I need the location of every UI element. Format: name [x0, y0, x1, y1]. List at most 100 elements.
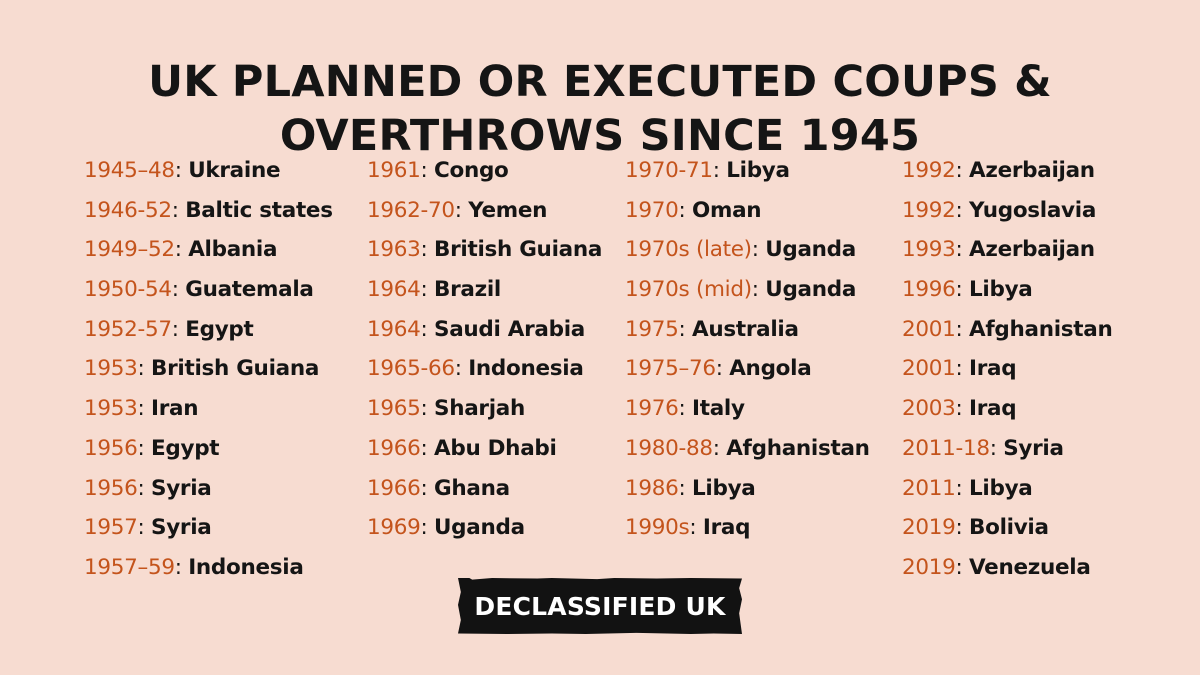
coup-list-item: 2001: Afghanistan	[902, 310, 1200, 350]
coup-column-1: 1945–48: Ukraine 1946-52: Baltic states …	[84, 151, 384, 588]
coup-year: 1986	[625, 475, 679, 501]
coup-column-3: 1970-71: Libya 1970: Oman 1970s (late): …	[625, 151, 925, 548]
coup-place: Uganda	[765, 237, 856, 263]
coup-place: Libya	[969, 475, 1033, 501]
separator: :	[454, 356, 469, 382]
separator: :	[955, 475, 970, 501]
coup-place: British Guiana	[434, 237, 603, 263]
separator: :	[955, 197, 970, 223]
coup-place: Baltic states	[185, 197, 333, 223]
coup-year: 1990s	[625, 515, 690, 541]
separator: :	[678, 396, 693, 422]
separator: :	[712, 158, 727, 183]
separator: :	[751, 237, 766, 263]
coup-year: 2019	[902, 515, 956, 541]
coup-list-item: 1969: Uganda	[367, 508, 667, 548]
separator: :	[955, 515, 970, 541]
coup-year: 1953	[84, 396, 138, 422]
coup-list-item: 1992: Azerbaijan	[902, 151, 1200, 191]
title-line-2: OVERTHROWS SINCE 1945	[279, 110, 921, 161]
coup-year: 1970s (late)	[625, 237, 752, 263]
coup-list-item: 1945–48: Ukraine	[84, 151, 384, 191]
title-line-1: UK PLANNED OR EXECUTED COUPS &	[148, 56, 1052, 107]
separator: :	[955, 237, 970, 263]
coup-place: Saudi Arabia	[434, 316, 585, 342]
coup-list-item: 1996: Libya	[902, 270, 1200, 310]
coup-place: Sharjah	[434, 396, 526, 422]
coup-year: 1952-57	[84, 316, 172, 342]
coup-list-item: 1961: Congo	[367, 151, 667, 191]
coup-place: Ukraine	[188, 158, 281, 183]
coup-year: 1946-52	[84, 197, 172, 223]
coup-year: 1996	[902, 277, 956, 303]
coup-list-item: 2011: Libya	[902, 469, 1200, 509]
coup-list-item: 1962-70: Yemen	[367, 191, 667, 231]
coup-list-item: 2001: Iraq	[902, 349, 1200, 389]
coup-place: Congo	[434, 158, 509, 183]
coup-year: 1966	[367, 435, 421, 461]
coup-place: Egypt	[151, 435, 220, 461]
separator: :	[420, 158, 435, 183]
coup-place: Libya	[726, 158, 790, 183]
coup-list-item: 1963: British Guiana	[367, 230, 667, 270]
coup-year: 1965	[367, 396, 421, 422]
coup-year: 1970-71	[625, 158, 713, 183]
separator: :	[689, 515, 703, 541]
separator: :	[955, 396, 970, 422]
coup-place: Indonesia	[188, 554, 304, 580]
coup-list-item: 1957: Syria	[84, 508, 384, 548]
coup-list-item: 1966: Ghana	[367, 469, 667, 509]
coup-place: Afghanistan	[969, 316, 1113, 342]
separator: :	[420, 396, 435, 422]
separator: :	[678, 316, 693, 342]
coup-place: Iran	[151, 396, 199, 422]
coup-place: Abu Dhabi	[434, 435, 557, 461]
coup-place: Brazil	[434, 277, 501, 303]
coup-list-item: 1949–52: Albania	[84, 230, 384, 270]
coup-place: Egypt	[185, 316, 254, 342]
coup-place: Syria	[151, 475, 212, 501]
coup-year: 1965-66	[367, 356, 455, 382]
separator: :	[171, 197, 186, 223]
coup-place: Guatemala	[185, 277, 314, 303]
separator: :	[137, 435, 152, 461]
coup-place: Syria	[1003, 435, 1064, 461]
coup-place: Uganda	[765, 277, 857, 303]
coup-place: Yugoslavia	[969, 197, 1097, 223]
coup-list-item: 1950-54: Guatemala	[84, 270, 384, 310]
coup-year: 2011-18	[902, 435, 990, 461]
coup-place: Iraq	[702, 515, 751, 541]
coup-list-item: 2003: Iraq	[902, 389, 1200, 429]
coup-list-item: 1965-66: Indonesia	[367, 349, 667, 389]
coup-year: 1949–52	[84, 237, 175, 263]
coup-year: 1953	[84, 356, 138, 382]
logo-text: DECLASSIFIED UK	[474, 592, 726, 621]
coup-list-item: 1946-52: Baltic states	[84, 191, 384, 231]
coup-list-item: 1970: Oman	[625, 191, 925, 231]
coup-list-item: 1975–76: Angola	[625, 349, 925, 389]
coup-place: Iraq	[969, 396, 1017, 422]
separator: :	[171, 277, 186, 303]
coup-list-item: 1965: Sharjah	[367, 389, 667, 429]
separator: :	[174, 158, 189, 183]
coup-year: 1970	[625, 197, 679, 223]
declassified-uk-logo: DECLASSIFIED UK	[458, 578, 742, 634]
coup-place: Italy	[692, 396, 745, 422]
coup-year: 1992	[902, 197, 956, 223]
coup-year: 2001	[902, 316, 956, 342]
coup-year: 1966	[367, 475, 421, 501]
coup-list-item: 1964: Brazil	[367, 270, 667, 310]
separator: :	[989, 435, 1004, 461]
coup-year: 1964	[367, 316, 421, 342]
separator: :	[174, 237, 189, 263]
coup-list-item: 1976: Italy	[625, 389, 925, 429]
coup-year: 1957–59	[84, 554, 175, 580]
separator: :	[955, 158, 970, 183]
separator: :	[420, 316, 435, 342]
coup-place: Australia	[692, 316, 799, 342]
separator: :	[137, 396, 152, 422]
separator: :	[955, 554, 970, 580]
separator: :	[420, 237, 435, 263]
coup-place: Azerbaijan	[969, 158, 1095, 183]
